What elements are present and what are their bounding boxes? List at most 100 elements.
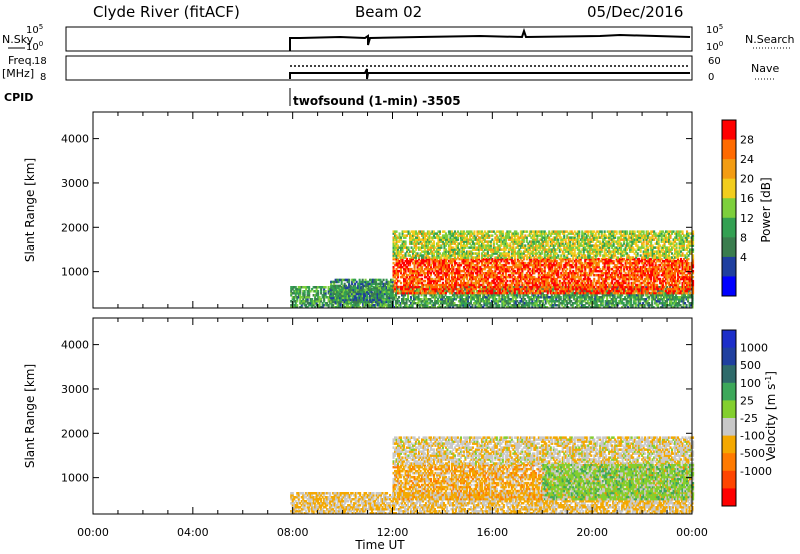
heatmap-cell: [619, 296, 622, 299]
heatmap-cell: [404, 283, 407, 287]
heatmap-cell: [606, 296, 609, 299]
heatmap-cell: [670, 296, 673, 299]
heatmap-cell: [428, 289, 431, 293]
heatmap-cell: [543, 298, 546, 301]
heatmap-cell: [459, 294, 462, 297]
heatmap-cell: [446, 287, 449, 291]
heatmap-cell: [488, 287, 491, 291]
heatmap-cell: [666, 294, 669, 297]
heatmap-cell: [532, 304, 535, 307]
heatmap-cell: [606, 290, 609, 293]
heatmap-cell: [296, 292, 299, 295]
heatmap-cell: [646, 296, 649, 299]
heatmap-cell: [467, 281, 470, 285]
heatmap-cell: [299, 288, 302, 291]
heatmap-cell: [320, 286, 323, 289]
heatmap-cell: [476, 257, 479, 261]
heatmap-cell: [441, 263, 444, 267]
heatmap-cell: [609, 302, 612, 305]
heatmap-cell: [462, 300, 465, 303]
heatmap-cell: [372, 294, 375, 297]
heatmap-cell: [450, 285, 453, 289]
heatmap-cell: [598, 296, 601, 299]
heatmap-cell: [323, 296, 326, 299]
heatmap-cell: [465, 265, 468, 269]
heatmap-cell: [672, 298, 675, 301]
heatmap-cell: [580, 294, 583, 297]
heatmap-cell: [450, 259, 453, 263]
heatmap-cell: [485, 265, 488, 269]
heatmap-cell: [459, 289, 462, 293]
heatmap-cell: [401, 273, 404, 277]
heatmap-cell: [588, 298, 591, 301]
heatmap-cell: [600, 300, 603, 303]
heatmap-cell: [413, 259, 416, 263]
heatmap-cell: [655, 294, 658, 297]
heatmap-cell: [410, 296, 413, 299]
heatmap-cell: [421, 277, 424, 281]
heatmap-cell: [634, 304, 637, 307]
heatmap-cell: [616, 302, 619, 305]
heatmap-cell: [400, 259, 403, 263]
heatmap-cell: [476, 279, 479, 283]
heatmap-cell: [329, 302, 332, 305]
heatmap-cell: [456, 271, 459, 275]
heatmap-cell: [546, 294, 549, 297]
heatmap-cell: [486, 306, 489, 309]
nsky-tick-top: 105: [26, 23, 43, 36]
heatmap-cell: [402, 298, 405, 301]
heatmap-cell: [460, 300, 463, 303]
heatmap-cell: [477, 269, 480, 273]
heatmap-cell: [381, 302, 384, 305]
heatmap-cell: [610, 304, 613, 307]
heatmap-cell: [522, 300, 525, 303]
heatmap-cell: [293, 298, 296, 301]
heatmap-cell: [498, 304, 501, 307]
heatmap-cell: [571, 306, 574, 309]
heatmap-cell: [431, 283, 434, 287]
heatmap-cell: [489, 275, 492, 279]
heatmap-cell: [462, 275, 465, 279]
heatmap-cell: [293, 286, 296, 289]
heatmap-cell: [362, 302, 365, 305]
heatmap-cell: [347, 304, 350, 307]
heatmap-cell: [486, 294, 489, 297]
heatmap-cell: [470, 261, 473, 265]
heatmap-cell: [455, 279, 458, 283]
heatmap-cell: [300, 302, 303, 305]
heatmap-cell: [426, 277, 429, 281]
heatmap-cell: [580, 304, 583, 307]
heatmap-cell: [501, 300, 504, 303]
heatmap-cell: [446, 257, 449, 261]
heatmap-cell: [645, 300, 648, 303]
heatmap-cell: [595, 296, 598, 299]
heatmap-cell: [363, 304, 366, 307]
heatmap-cell: [403, 261, 406, 265]
heatmap-cell: [357, 294, 360, 297]
heatmap-cell: [642, 306, 645, 309]
heatmap-cell: [430, 304, 433, 307]
heatmap-cell: [454, 294, 457, 297]
heatmap-cell: [637, 306, 640, 309]
heatmap-cell: [356, 306, 359, 309]
heatmap-cell: [404, 304, 407, 307]
heatmap-cell: [380, 304, 383, 307]
heatmap-cell: [290, 294, 293, 297]
heatmap-cell: [483, 279, 486, 283]
heatmap-cell: [421, 281, 424, 285]
heatmap-cell: [487, 294, 490, 297]
heatmap-cell: [317, 290, 320, 293]
heatmap-cell: [639, 298, 642, 301]
heatmap-cell: [688, 290, 691, 293]
heatmap-cell: [462, 306, 465, 309]
heatmap-cell: [604, 304, 607, 307]
heatmap-cell: [419, 269, 422, 273]
heatmap-cell: [323, 288, 326, 291]
heatmap-cell: [447, 263, 450, 267]
heatmap-cell: [465, 275, 468, 279]
heatmap-cell: [633, 300, 636, 303]
heatmap-cell: [323, 286, 326, 289]
heatmap-cell: [589, 306, 592, 309]
heatmap-cell: [607, 302, 610, 305]
heatmap-cell: [404, 281, 407, 285]
